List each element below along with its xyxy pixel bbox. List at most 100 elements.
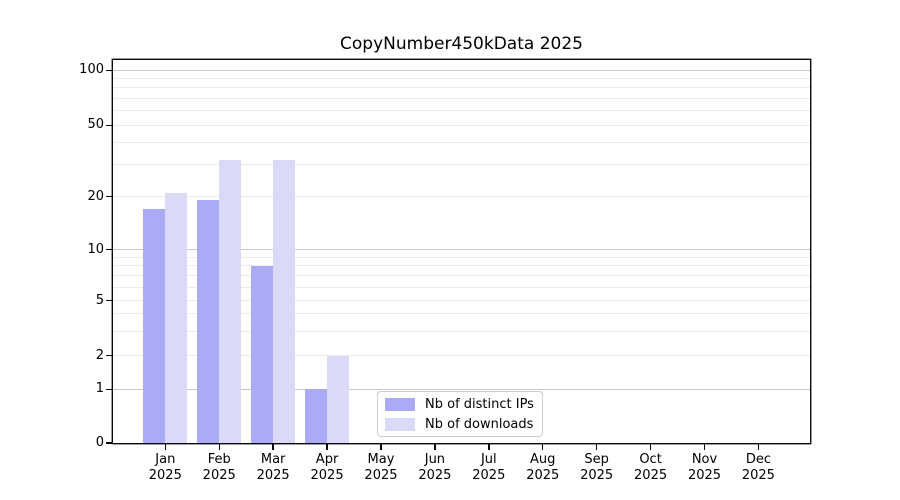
x-tick-month-jan: Jan xyxy=(155,452,176,467)
y-gridline-minor-7 xyxy=(113,275,810,277)
x-tick-may xyxy=(380,443,382,450)
x-tick-label-oct: Oct 2025 xyxy=(624,452,678,483)
x-tick-month-mar: Mar xyxy=(260,452,286,467)
bar-downloads-mar xyxy=(273,159,296,443)
y-gridline-minor-2 xyxy=(113,355,810,356)
y-tick-label-50: 50 xyxy=(87,117,104,133)
legend-item-downloads: Nb of downloads xyxy=(385,417,534,432)
y-gridline-minor-3 xyxy=(113,330,810,332)
x-tick-label-jul: Jul 2025 xyxy=(462,452,516,483)
bar-distinct-ips-apr xyxy=(305,389,328,443)
x-tick-feb xyxy=(218,443,220,450)
bar-downloads-apr xyxy=(327,355,350,443)
x-tick-year-jun: 2025 xyxy=(418,467,452,483)
x-tick-month-may: May xyxy=(367,452,395,467)
x-tick-label-sep: Sep 2025 xyxy=(570,452,624,483)
y-gridline-minor-60 xyxy=(113,110,810,112)
y-tick-label-1: 1 xyxy=(95,381,104,397)
x-tick-year-mar: 2025 xyxy=(256,467,290,483)
y-tick-2 xyxy=(106,354,113,357)
x-tick-month-oct: Oct xyxy=(639,452,662,467)
x-tick-month-jul: Jul xyxy=(480,452,497,467)
x-tick-year-may: 2025 xyxy=(364,467,398,483)
x-tick-label-jan: Jan 2025 xyxy=(138,452,192,483)
y-gridline-minor-5 xyxy=(113,300,810,301)
x-tick-label-jun: Jun 2025 xyxy=(408,452,462,483)
x-tick-month-apr: Apr xyxy=(315,452,339,467)
x-tick-month-aug: Aug xyxy=(530,452,556,467)
x-tick-nov xyxy=(703,443,706,450)
x-tick-label-mar: Mar 2025 xyxy=(246,452,300,483)
y-gridline-minor-50 xyxy=(113,124,810,126)
y-tick-label-10: 10 xyxy=(87,241,104,257)
x-tick-aug xyxy=(542,443,544,450)
x-tick-apr xyxy=(326,443,328,450)
x-tick-year-sep: 2025 xyxy=(580,467,614,483)
x-tick-label-aug: Aug 2025 xyxy=(516,452,570,483)
x-tick-year-jul: 2025 xyxy=(472,467,506,483)
x-tick-month-dec: Dec xyxy=(745,452,771,467)
legend-swatch-distinct-ips xyxy=(385,397,415,411)
x-tick-year-jan: 2025 xyxy=(148,467,182,483)
y-tick-label-100: 100 xyxy=(79,62,104,78)
y-gridline-major-10 xyxy=(113,249,810,250)
x-tick-dec xyxy=(757,443,760,450)
x-tick-year-dec: 2025 xyxy=(741,467,775,483)
y-gridline-major-100 xyxy=(113,69,810,71)
legend-label-downloads: Nb of downloads xyxy=(425,416,534,432)
x-tick-jul xyxy=(488,443,490,450)
x-tick-year-aug: 2025 xyxy=(526,467,560,483)
y-tick-label-20: 20 xyxy=(87,188,104,204)
x-tick-month-jun: Jun xyxy=(424,452,446,467)
x-tick-label-may: May 2025 xyxy=(354,452,408,483)
y-tick-label-0: 0 xyxy=(95,435,104,450)
y-gridline-minor-80 xyxy=(113,87,810,89)
x-tick-mar xyxy=(272,443,274,450)
y-gridline-minor-40 xyxy=(113,142,810,144)
legend: Nb of distinct IPs Nb of downloads xyxy=(377,391,543,437)
y-tick-50 xyxy=(106,124,113,126)
x-tick-label-dec: Dec 2025 xyxy=(731,452,785,483)
x-tick-label-feb: Feb 2025 xyxy=(192,452,246,483)
bar-downloads-feb xyxy=(219,159,242,443)
bar-distinct-ips-jan xyxy=(143,208,166,443)
y-gridline-minor-70 xyxy=(113,98,810,99)
x-tick-year-oct: 2025 xyxy=(634,467,668,483)
y-tick-100 xyxy=(106,69,113,71)
y-tick-5 xyxy=(106,299,113,302)
y-gridline-minor-90 xyxy=(113,78,810,80)
y-gridline-minor-4 xyxy=(113,313,810,315)
y-gridline-minor-30 xyxy=(113,164,810,166)
y-gridline-minor-9 xyxy=(113,256,810,258)
x-tick-month-nov: Nov xyxy=(691,452,718,467)
x-tick-year-apr: 2025 xyxy=(310,467,344,483)
x-tick-label-apr: Apr 2025 xyxy=(300,452,354,483)
y-tick-10 xyxy=(106,248,113,251)
chart-title: CopyNumber450kData 2025 xyxy=(340,34,583,54)
legend-swatch-downloads xyxy=(385,417,415,431)
x-tick-year-nov: 2025 xyxy=(687,467,722,483)
y-tick-label-2: 2 xyxy=(95,347,104,363)
bar-downloads-jan xyxy=(165,192,188,443)
x-tick-sep xyxy=(595,443,598,450)
x-tick-jan xyxy=(164,443,166,450)
y-gridline-minor-8 xyxy=(113,265,810,267)
bar-distinct-ips-feb xyxy=(197,200,220,443)
x-tick-oct xyxy=(649,443,652,450)
x-tick-jun xyxy=(434,443,436,450)
y-gridline-major-1 xyxy=(113,388,810,390)
x-tick-month-feb: Feb xyxy=(207,452,231,467)
legend-label-distinct-ips: Nb of distinct IPs xyxy=(425,396,534,412)
x-tick-label-nov: Nov 2025 xyxy=(678,452,732,483)
x-tick-year-feb: 2025 xyxy=(202,467,236,483)
legend-item-distinct-ips: Nb of distinct IPs xyxy=(385,397,534,412)
bar-distinct-ips-mar xyxy=(251,265,274,443)
y-gridline-minor-6 xyxy=(113,286,810,288)
y-tick-20 xyxy=(106,195,113,198)
plot-area xyxy=(113,60,810,443)
y-gridline-minor-20 xyxy=(113,196,810,197)
x-tick-month-sep: Sep xyxy=(584,452,609,467)
y-tick-1 xyxy=(106,388,113,390)
y-tick-0 xyxy=(106,442,113,444)
